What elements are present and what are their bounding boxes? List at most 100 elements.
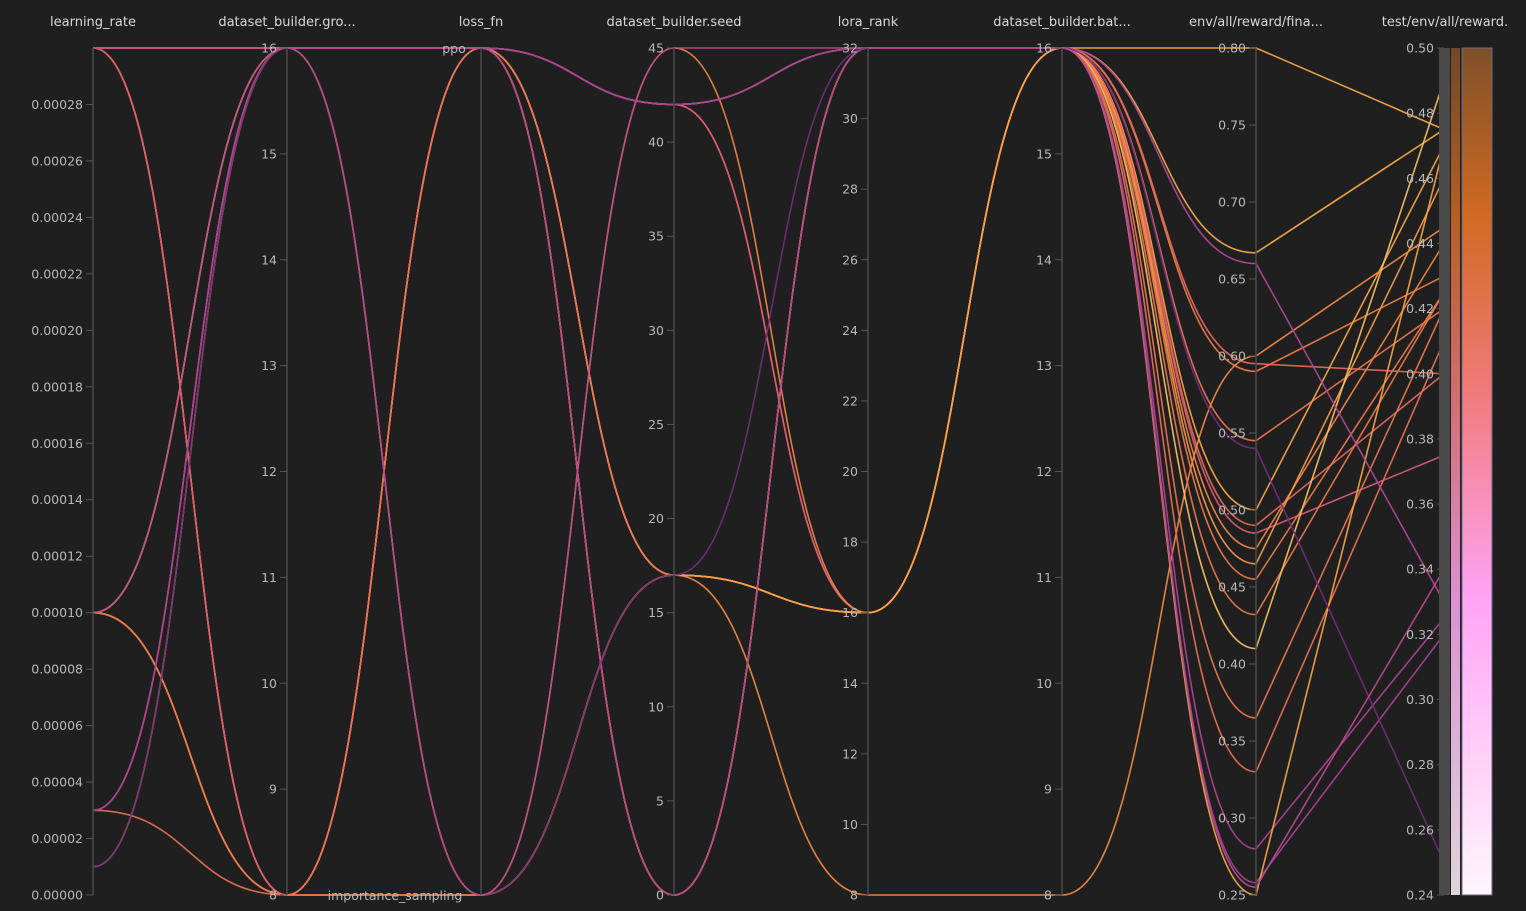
tick-label: 0.45 xyxy=(1218,580,1246,595)
tick-label: 0.35 xyxy=(1218,734,1246,749)
run-line[interactable] xyxy=(92,47,1445,896)
tick-label: 0.00012 xyxy=(31,549,83,564)
tick-label: 0.30 xyxy=(1406,692,1434,707)
tick-label: 0.26 xyxy=(1406,822,1434,837)
run-lines xyxy=(92,47,1445,896)
tick-label: 8 xyxy=(850,888,858,903)
axis-title: dataset_builder.bat... xyxy=(993,15,1131,30)
tick-label: 0.80 xyxy=(1218,41,1246,56)
tick-label: 24 xyxy=(842,323,858,338)
tick-label: 0.44 xyxy=(1406,236,1434,251)
run-line[interactable] xyxy=(92,47,1445,896)
tick-label: 20 xyxy=(842,464,858,479)
tick-label: 0.50 xyxy=(1406,41,1434,56)
tick-label: 0.25 xyxy=(1218,888,1246,903)
tick-label: 13 xyxy=(261,358,277,373)
tick-label: 25 xyxy=(648,417,664,432)
tick-label: 0.30 xyxy=(1218,811,1246,826)
axis-title: lora_rank xyxy=(838,15,899,30)
tick-label: 0.50 xyxy=(1218,503,1246,518)
tick-label: 22 xyxy=(842,393,858,408)
run-line[interactable] xyxy=(92,47,1445,896)
tick-label: 0.24 xyxy=(1406,888,1434,903)
tick-label: 18 xyxy=(842,535,858,550)
tick-label: 0.34 xyxy=(1406,562,1434,577)
axis-title: loss_fn xyxy=(459,15,503,30)
run-line[interactable] xyxy=(92,47,1445,896)
tick-label: 0.00016 xyxy=(31,436,83,451)
run-line[interactable] xyxy=(92,47,1445,896)
tick-label: 9 xyxy=(1044,782,1052,797)
tick-label: 0.32 xyxy=(1406,627,1434,642)
category-label: importance_sampling xyxy=(328,888,463,903)
tick-label: 0.65 xyxy=(1218,272,1246,287)
tick-label: 35 xyxy=(648,229,664,244)
tick-label: 20 xyxy=(648,511,664,526)
run-line[interactable] xyxy=(92,47,1445,896)
tick-label: 0.28 xyxy=(1406,757,1434,772)
tick-label: 0.46 xyxy=(1406,171,1434,186)
tick-label: 0.00022 xyxy=(31,266,83,281)
tick-label: 0.00020 xyxy=(31,323,83,338)
axes: learning_rate 0.00000 0.00002 0.00004 0.0000… xyxy=(31,15,1508,903)
category-label: ppo xyxy=(442,41,466,56)
tick-label: 0.00018 xyxy=(31,379,83,394)
tick-label: 14 xyxy=(261,252,277,267)
run-line[interactable] xyxy=(92,47,1445,614)
tick-label: 10 xyxy=(1036,676,1052,691)
selection-bar xyxy=(1451,48,1460,895)
tick-label: 45 xyxy=(648,41,664,56)
tick-label: 12 xyxy=(1036,464,1052,479)
run-line[interactable] xyxy=(92,47,1445,896)
brush-track[interactable] xyxy=(1439,48,1450,895)
tick-label: 8 xyxy=(269,888,277,903)
tick-label: 13 xyxy=(1036,358,1052,373)
run-line[interactable] xyxy=(92,47,1445,896)
run-line[interactable] xyxy=(92,47,1445,896)
tick-label: 0.60 xyxy=(1218,349,1246,364)
colorbar xyxy=(1461,47,1493,896)
run-line[interactable] xyxy=(92,47,1445,254)
run-line[interactable] xyxy=(92,47,1445,896)
tick-label: 0.00002 xyxy=(31,831,83,846)
tick-label: 0.00008 xyxy=(31,662,83,677)
tick-label: 0.00014 xyxy=(31,492,83,507)
run-line[interactable] xyxy=(92,47,1445,896)
tick-label: 10 xyxy=(261,676,277,691)
tick-label: 10 xyxy=(842,817,858,832)
axis-title: dataset_builder.seed xyxy=(607,15,742,30)
tick-label: 11 xyxy=(1036,570,1052,585)
tick-label: 0.36 xyxy=(1406,497,1434,512)
run-line[interactable] xyxy=(92,47,1445,896)
tick-label: 0.00026 xyxy=(31,153,83,168)
run-line[interactable] xyxy=(92,47,1445,896)
tick-label: 5 xyxy=(656,793,664,808)
axis-title: env/all/reward/fina... xyxy=(1189,15,1323,30)
tick-label: 30 xyxy=(842,111,858,126)
run-line[interactable] xyxy=(92,47,1445,896)
tick-label: 15 xyxy=(648,605,664,620)
tick-label: 0.00028 xyxy=(31,97,83,112)
tick-label: 15 xyxy=(1036,146,1052,161)
tick-label: 14 xyxy=(1036,252,1052,267)
tick-label: 0.55 xyxy=(1218,426,1246,441)
tick-label: 8 xyxy=(1044,888,1052,903)
axis-title: test/env/all/reward. xyxy=(1382,15,1508,30)
tick-label: 0.00024 xyxy=(31,210,83,225)
tick-label: 9 xyxy=(269,782,277,797)
tick-label: 11 xyxy=(261,570,277,585)
run-line[interactable] xyxy=(92,47,1445,884)
tick-label: 0.38 xyxy=(1406,431,1434,446)
run-line[interactable] xyxy=(92,47,1445,614)
tick-label: 16 xyxy=(1036,41,1052,56)
tick-label: 10 xyxy=(648,699,664,714)
tick-label: 28 xyxy=(842,182,858,197)
tick-label: 0.75 xyxy=(1218,118,1246,133)
tick-label: 0.00006 xyxy=(31,718,83,733)
tick-label: 0.00000 xyxy=(31,888,83,903)
tick-label: 26 xyxy=(842,252,858,267)
tick-label: 16 xyxy=(261,41,277,56)
tick-label: 14 xyxy=(842,676,858,691)
axis-title: dataset_builder.gro... xyxy=(218,15,355,30)
